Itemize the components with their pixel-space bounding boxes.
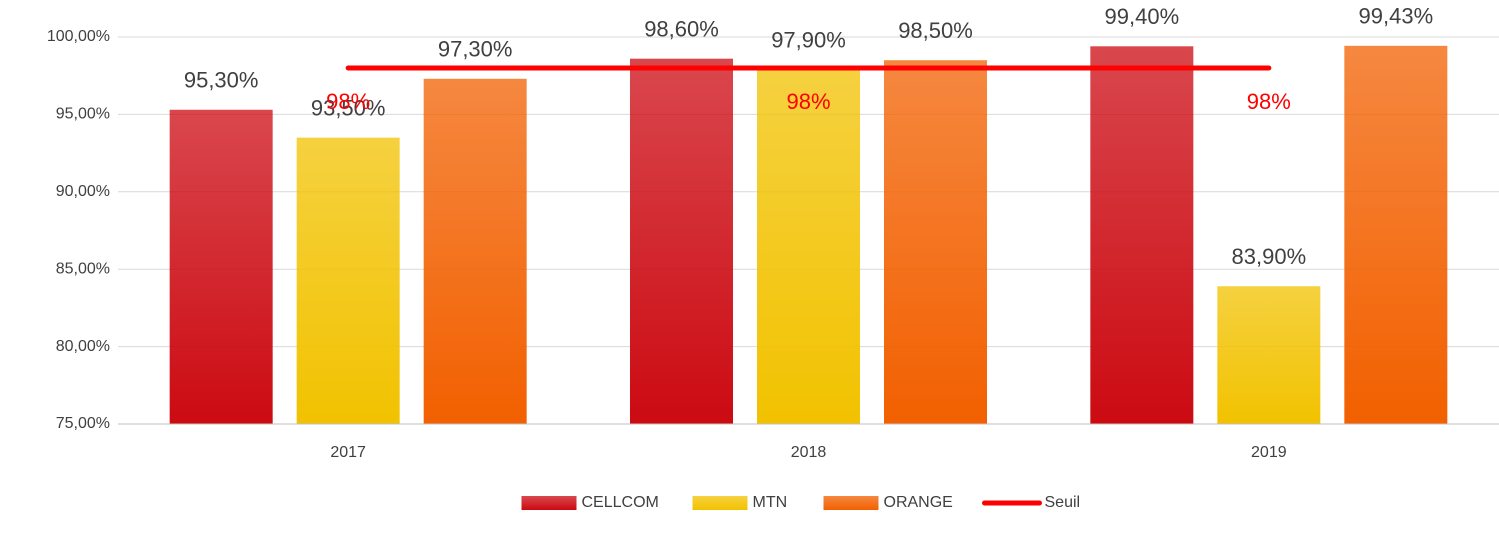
bar: [757, 69, 860, 425]
x-tick-label: 2018: [791, 444, 827, 461]
legend-swatch: [823, 496, 879, 510]
bar: [1344, 45, 1448, 424]
bar: [296, 137, 400, 424]
line-label: 98%: [326, 89, 370, 114]
y-tick-label: 95,00%: [56, 106, 110, 123]
x-tick-label: 2017: [330, 444, 366, 461]
x-tick-label: 2019: [1251, 444, 1287, 461]
legend-label: CELLCOM: [582, 494, 659, 511]
line-label: 98%: [786, 89, 830, 114]
legend-label: MTN: [753, 494, 788, 511]
legend-swatch: [521, 496, 577, 510]
y-tick-label: 100,00%: [47, 28, 110, 45]
data-label: 97,90%: [771, 27, 846, 52]
bar: [1090, 46, 1194, 425]
bar: [1217, 286, 1321, 424]
line-label: 98%: [1247, 89, 1291, 114]
y-tick-label: 85,00%: [56, 260, 110, 277]
data-label: 97,30%: [438, 37, 513, 62]
bar: [169, 109, 273, 425]
data-label: 99,40%: [1105, 4, 1180, 29]
y-tick-label: 75,00%: [56, 415, 110, 432]
y-tick-label: 90,00%: [56, 183, 110, 200]
legend-swatch: [692, 496, 748, 510]
bar: [630, 58, 733, 425]
data-label: 98,50%: [898, 18, 973, 43]
legend-label: Seuil: [1045, 494, 1081, 511]
data-label: 99,43%: [1359, 4, 1434, 29]
data-label: 98,60%: [644, 16, 719, 41]
data-label: 95,30%: [184, 68, 259, 93]
data-label: 83,90%: [1232, 244, 1307, 269]
data-label: 93,50%: [311, 95, 386, 120]
legend-label: ORANGE: [884, 494, 953, 511]
y-tick-label: 80,00%: [56, 338, 110, 355]
bar: [884, 60, 987, 424]
bar: [423, 78, 527, 425]
